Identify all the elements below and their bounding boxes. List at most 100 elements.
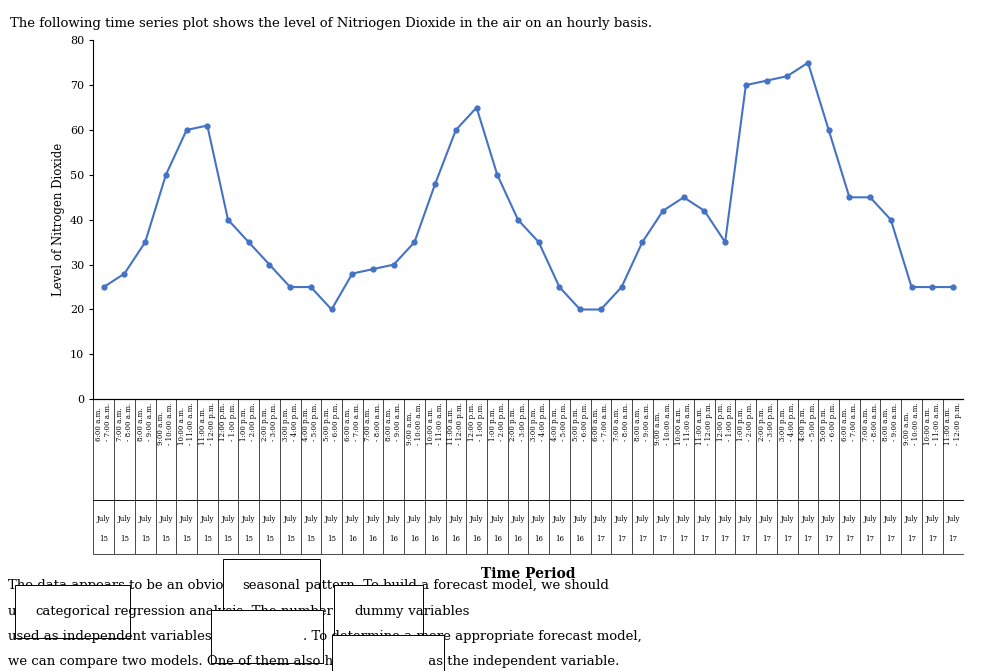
Text: 15: 15 bbox=[99, 535, 108, 543]
Text: July: July bbox=[532, 515, 546, 523]
Text: 16: 16 bbox=[348, 535, 357, 543]
Text: July: July bbox=[863, 515, 877, 523]
Text: July: July bbox=[491, 515, 504, 523]
Text: . To determine a more appropriate forecast model,: . To determine a more appropriate foreca… bbox=[303, 630, 642, 643]
Text: July: July bbox=[781, 515, 794, 523]
Text: we can compare two models. One of them also has: we can compare two models. One of them a… bbox=[8, 655, 352, 668]
Text: 16: 16 bbox=[451, 535, 460, 543]
Text: 2:00 p.m.
- 3:00 p.m.: 2:00 p.m. - 3:00 p.m. bbox=[509, 402, 527, 441]
Text: 9:00 a.m.
- 10:00 a.m.: 9:00 a.m. - 10:00 a.m. bbox=[406, 402, 423, 445]
Text: July: July bbox=[614, 515, 628, 523]
Text: July: July bbox=[324, 515, 338, 523]
Text: 3:00 p.m.
- 4:00 p.m.: 3:00 p.m. - 4:00 p.m. bbox=[779, 402, 796, 441]
Text: 12:00 p.m.
- 1:00 p.m.: 12:00 p.m. - 1:00 p.m. bbox=[468, 402, 486, 441]
Text: July: July bbox=[242, 515, 256, 523]
Text: July: July bbox=[346, 515, 359, 523]
Text: 3:00 p.m.
- 4:00 p.m.: 3:00 p.m. - 4:00 p.m. bbox=[281, 402, 299, 441]
Text: July: July bbox=[947, 515, 959, 523]
Text: pattern. To build a forecast model, we should: pattern. To build a forecast model, we s… bbox=[301, 579, 608, 592]
Text: 9:00 a.m.
- 10:00 a.m.: 9:00 a.m. - 10:00 a.m. bbox=[655, 402, 671, 445]
Text: July: July bbox=[884, 515, 897, 523]
Text: 17: 17 bbox=[762, 535, 771, 543]
Text: 15: 15 bbox=[202, 535, 211, 543]
Text: 2:00 p.m.
- 3:00 p.m.: 2:00 p.m. - 3:00 p.m. bbox=[260, 402, 278, 441]
Text: July: July bbox=[159, 515, 173, 523]
Text: 16: 16 bbox=[492, 535, 501, 543]
Text: 7:00 a.m.
- 8:00 a.m.: 7:00 a.m. - 8:00 a.m. bbox=[861, 402, 879, 441]
Text: 17: 17 bbox=[824, 535, 834, 543]
Text: 10:00 a.m.
- 11:00 a.m.: 10:00 a.m. - 11:00 a.m. bbox=[675, 402, 692, 445]
Text: The following time series plot shows the level of Nitriogen Dioxide in the air o: The following time series plot shows the… bbox=[10, 17, 652, 30]
Text: 4:00 p.m.
- 5:00 p.m.: 4:00 p.m. - 5:00 p.m. bbox=[303, 402, 319, 441]
Text: 12:00 p.m.
- 1:00 p.m.: 12:00 p.m. - 1:00 p.m. bbox=[717, 402, 733, 441]
Text: 16: 16 bbox=[576, 535, 585, 543]
Text: July: July bbox=[118, 515, 131, 523]
Text: July: July bbox=[221, 515, 235, 523]
Text: variables: variables bbox=[404, 605, 469, 618]
Text: The data appears to be an obvious: The data appears to be an obvious bbox=[8, 579, 243, 592]
Text: 7:00 a.m.
- 8:00 a.m.: 7:00 a.m. - 8:00 a.m. bbox=[116, 402, 133, 441]
Text: 5:00 p.m.
- 6:00 p.m.: 5:00 p.m. - 6:00 p.m. bbox=[820, 402, 838, 441]
Text: 9:00 a.m.
- 10:00 a.m.: 9:00 a.m. - 10:00 a.m. bbox=[157, 402, 174, 445]
Text: 16: 16 bbox=[555, 535, 564, 543]
Text: July: July bbox=[801, 515, 815, 523]
Text: July: July bbox=[657, 515, 669, 523]
Text: 17: 17 bbox=[949, 535, 957, 543]
Text: 15: 15 bbox=[120, 535, 129, 543]
Text: 17: 17 bbox=[907, 535, 916, 543]
Text: 16: 16 bbox=[431, 535, 439, 543]
Text: Time Period: Time Period bbox=[481, 567, 576, 581]
Text: 17: 17 bbox=[679, 535, 688, 543]
Text: July: July bbox=[180, 515, 194, 523]
Text: 15: 15 bbox=[161, 535, 170, 543]
Text: July: July bbox=[262, 515, 276, 523]
Text: 17: 17 bbox=[866, 535, 875, 543]
Text: 15: 15 bbox=[307, 535, 316, 543]
Text: July: July bbox=[698, 515, 711, 523]
Text: 10:00 a.m.
- 11:00 a.m.: 10:00 a.m. - 11:00 a.m. bbox=[427, 402, 443, 445]
Text: July: July bbox=[201, 515, 214, 523]
Text: 15: 15 bbox=[286, 535, 295, 543]
Text: 17: 17 bbox=[845, 535, 854, 543]
Text: July: July bbox=[304, 515, 318, 523]
Text: 16: 16 bbox=[513, 535, 523, 543]
Text: 17: 17 bbox=[597, 535, 606, 543]
Text: 17: 17 bbox=[638, 535, 647, 543]
Text: 17: 17 bbox=[741, 535, 750, 543]
Text: July: July bbox=[511, 515, 525, 523]
Text: July: July bbox=[97, 515, 110, 523]
Text: 17: 17 bbox=[721, 535, 729, 543]
Text: 1:00 p.m.
- 2:00 p.m.: 1:00 p.m. - 2:00 p.m. bbox=[737, 402, 754, 441]
Text: 16: 16 bbox=[534, 535, 544, 543]
Text: July: July bbox=[822, 515, 836, 523]
Text: 8:00 a.m.
- 9:00 a.m.: 8:00 a.m. - 9:00 a.m. bbox=[385, 402, 402, 441]
Text: July: July bbox=[926, 515, 939, 523]
Text: 15: 15 bbox=[141, 535, 149, 543]
Text: 11:00 a.m.
- 12:00 p.m.: 11:00 a.m. - 12:00 p.m. bbox=[945, 402, 961, 446]
Text: 3:00 p.m.
- 4:00 p.m.: 3:00 p.m. - 4:00 p.m. bbox=[530, 402, 548, 441]
Text: July: July bbox=[573, 515, 587, 523]
Text: regression analysis. The number of: regression analysis. The number of bbox=[110, 605, 354, 618]
Text: 2:00 p.m.
- 3:00 p.m.: 2:00 p.m. - 3:00 p.m. bbox=[758, 402, 776, 441]
Text: 15: 15 bbox=[182, 535, 191, 543]
Text: 5:00 p.m.
- 6:00 p.m.: 5:00 p.m. - 6:00 p.m. bbox=[571, 402, 589, 441]
Text: 5:00 p.m.
- 6:00 p.m.: 5:00 p.m. - 6:00 p.m. bbox=[323, 402, 340, 441]
Text: 17: 17 bbox=[887, 535, 896, 543]
Text: 9:00 a.m.
- 10:00 a.m.: 9:00 a.m. - 10:00 a.m. bbox=[903, 402, 920, 445]
Text: 17: 17 bbox=[782, 535, 791, 543]
Text: 6:00 a.m.
- 7:00 a.m.: 6:00 a.m. - 7:00 a.m. bbox=[840, 402, 858, 441]
Text: 1:00 p.m.
- 2:00 p.m.: 1:00 p.m. - 2:00 p.m. bbox=[240, 402, 258, 441]
Text: use: use bbox=[8, 605, 35, 618]
Text: seasonal: seasonal bbox=[243, 579, 301, 592]
Text: 4:00 p.m.
- 5:00 p.m.: 4:00 p.m. - 5:00 p.m. bbox=[550, 402, 568, 441]
Text: July: July bbox=[408, 515, 421, 523]
Text: 17: 17 bbox=[803, 535, 813, 543]
Text: 12:00 p.m.
- 1:00 p.m.: 12:00 p.m. - 1:00 p.m. bbox=[219, 402, 237, 441]
Text: July: July bbox=[552, 515, 566, 523]
Text: 17: 17 bbox=[617, 535, 626, 543]
Text: 16: 16 bbox=[410, 535, 419, 543]
Text: July: July bbox=[283, 515, 297, 523]
Text: July: July bbox=[139, 515, 152, 523]
Text: July: July bbox=[449, 515, 463, 523]
Text: categorical: categorical bbox=[35, 605, 110, 618]
